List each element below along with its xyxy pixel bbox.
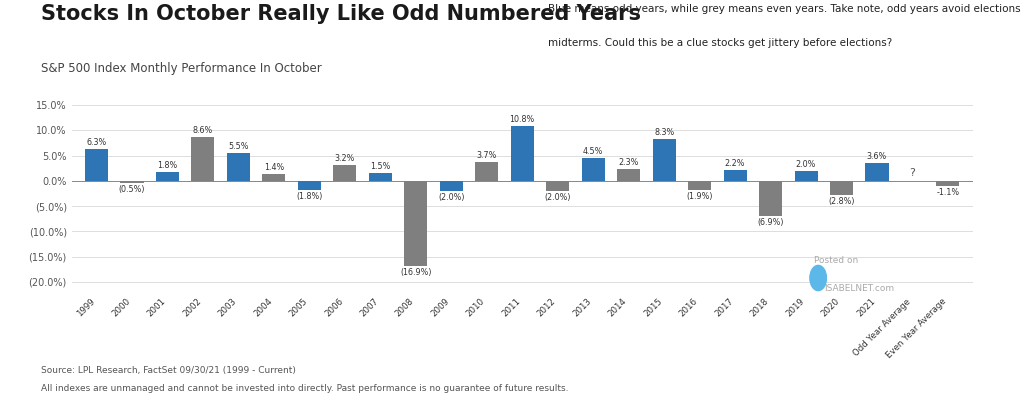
Bar bbox=[121, 181, 143, 183]
Text: 2.3%: 2.3% bbox=[618, 158, 639, 167]
Bar bbox=[439, 181, 463, 191]
Bar bbox=[582, 158, 605, 181]
Bar bbox=[404, 181, 427, 266]
Bar bbox=[688, 181, 711, 190]
Bar bbox=[865, 163, 889, 181]
Text: S&P 500 Index Monthly Performance In October: S&P 500 Index Monthly Performance In Oct… bbox=[41, 62, 322, 75]
Bar bbox=[227, 153, 250, 181]
Bar bbox=[475, 162, 499, 181]
Bar bbox=[652, 139, 676, 181]
Bar bbox=[369, 173, 392, 181]
Text: 1.4%: 1.4% bbox=[264, 163, 284, 172]
Bar bbox=[511, 126, 534, 181]
Bar bbox=[334, 165, 356, 181]
Text: (6.9%): (6.9%) bbox=[758, 218, 783, 227]
Text: midterms. Could this be a clue stocks get jittery before elections?: midterms. Could this be a clue stocks ge… bbox=[548, 38, 892, 48]
Text: (2.0%): (2.0%) bbox=[545, 193, 571, 202]
Bar bbox=[156, 172, 179, 181]
Text: ISABELNET.com: ISABELNET.com bbox=[824, 284, 894, 293]
Bar bbox=[191, 137, 214, 181]
Text: (2.8%): (2.8%) bbox=[828, 197, 855, 206]
Text: 4.5%: 4.5% bbox=[583, 147, 603, 156]
Bar bbox=[795, 171, 817, 181]
Bar bbox=[617, 169, 640, 181]
Text: 6.3%: 6.3% bbox=[86, 138, 106, 147]
Text: 5.5%: 5.5% bbox=[228, 142, 249, 151]
Bar bbox=[85, 149, 109, 181]
Text: 2.0%: 2.0% bbox=[796, 160, 816, 169]
Text: 1.8%: 1.8% bbox=[158, 161, 177, 170]
Text: Posted on: Posted on bbox=[814, 256, 858, 265]
Bar bbox=[936, 181, 959, 186]
Text: 8.6%: 8.6% bbox=[193, 126, 213, 135]
Text: (16.9%): (16.9%) bbox=[400, 268, 431, 277]
Text: 8.3%: 8.3% bbox=[654, 128, 674, 137]
Text: Source: LPL Research, FactSet 09/30/21 (1999 - Current): Source: LPL Research, FactSet 09/30/21 (… bbox=[41, 366, 296, 375]
Bar bbox=[759, 181, 782, 216]
Text: 1.5%: 1.5% bbox=[370, 162, 390, 171]
Bar bbox=[298, 181, 321, 190]
Text: All indexes are unmanaged and cannot be invested into directly. Past performance: All indexes are unmanaged and cannot be … bbox=[41, 384, 568, 393]
Text: Stocks In October Really Like Odd Numbered Years: Stocks In October Really Like Odd Number… bbox=[41, 4, 641, 24]
Text: ?: ? bbox=[909, 168, 915, 178]
Text: 3.6%: 3.6% bbox=[867, 152, 887, 161]
Circle shape bbox=[810, 266, 826, 290]
Bar bbox=[262, 174, 286, 181]
Text: (0.5%): (0.5%) bbox=[119, 185, 145, 194]
Text: (1.9%): (1.9%) bbox=[686, 192, 713, 202]
Text: 3.7%: 3.7% bbox=[476, 151, 497, 160]
Text: Blue means odd years, while grey means even years. Take note, odd years avoid el: Blue means odd years, while grey means e… bbox=[548, 4, 1024, 14]
Text: 10.8%: 10.8% bbox=[510, 115, 535, 124]
Bar bbox=[546, 181, 569, 191]
Text: (1.8%): (1.8%) bbox=[296, 192, 323, 201]
Bar bbox=[724, 170, 746, 181]
Text: 3.2%: 3.2% bbox=[335, 154, 355, 163]
Bar bbox=[830, 181, 853, 195]
Text: (2.0%): (2.0%) bbox=[438, 193, 465, 202]
Text: 2.2%: 2.2% bbox=[725, 159, 745, 168]
Text: -1.1%: -1.1% bbox=[936, 188, 959, 198]
